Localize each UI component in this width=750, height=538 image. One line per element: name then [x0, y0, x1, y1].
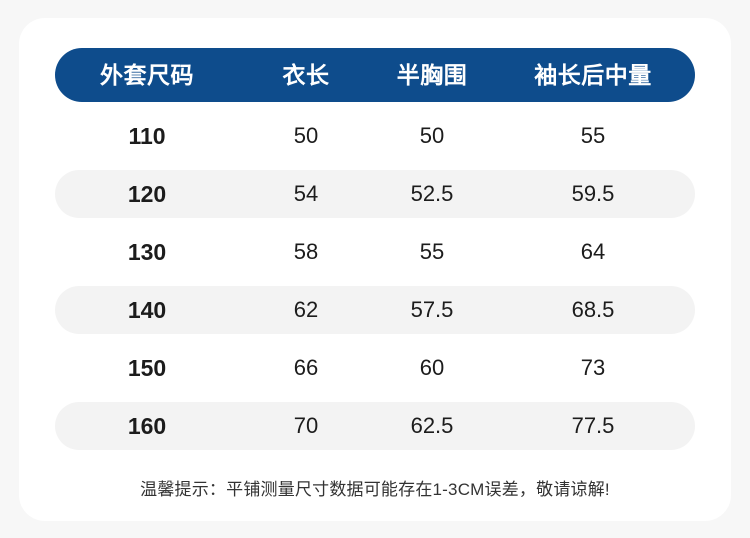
table-row: 120 54 52.5 59.5: [55, 170, 695, 218]
cell-size: 110: [128, 122, 166, 149]
cell-sleeve: 68.5: [571, 297, 615, 322]
cell-size: 150: [127, 354, 167, 381]
column-header-length: 衣长: [282, 61, 330, 88]
cell-length: 50: [293, 123, 319, 148]
cell-sleeve: 73: [580, 355, 606, 380]
cell-half-bust: 60: [419, 355, 445, 380]
cell-half-bust: 62.5: [410, 413, 454, 438]
cell-sleeve: 55: [580, 123, 606, 148]
cell-half-bust: 57.5: [410, 297, 454, 322]
cell-size: 130: [127, 238, 167, 265]
size-chart-card: 外套尺码 衣长 半胸围 袖长后中量 110 50 50 55 120 54 52…: [19, 18, 731, 521]
table-row: 140 62 57.5 68.5: [55, 286, 695, 334]
cell-size: 140: [127, 296, 167, 323]
cell-length: 58: [293, 239, 319, 264]
cell-length: 66: [293, 355, 319, 380]
table-row: 150 66 60 73: [55, 344, 695, 392]
cell-half-bust: 55: [419, 239, 445, 264]
cell-length: 70: [293, 413, 319, 438]
column-header-size: 外套尺码: [100, 61, 194, 88]
table-row: 160 70 62.5 77.5: [55, 402, 695, 450]
cell-size: 120: [127, 180, 167, 207]
column-header-half-bust: 半胸围: [396, 61, 468, 88]
cell-half-bust: 52.5: [410, 181, 454, 206]
cell-sleeve: 77.5: [571, 413, 615, 438]
cell-sleeve: 59.5: [571, 181, 615, 206]
column-header-sleeve: 袖长后中量: [534, 61, 652, 88]
cell-length: 54: [293, 181, 319, 206]
cell-size: 160: [127, 412, 167, 439]
table-row: 110 50 50 55: [55, 112, 695, 160]
cell-sleeve: 64: [580, 239, 606, 264]
size-table: 外套尺码 衣长 半胸围 袖长后中量 110 50 50 55 120 54 52…: [55, 48, 695, 450]
measurement-note: 温馨提示：平铺测量尺寸数据可能存在1-3CM误差，敬请谅解!: [140, 480, 610, 499]
cell-length: 62: [293, 297, 319, 322]
table-row: 130 58 55 64: [55, 228, 695, 276]
table-header-row: 外套尺码 衣长 半胸围 袖长后中量: [55, 48, 695, 102]
cell-half-bust: 50: [419, 123, 445, 148]
